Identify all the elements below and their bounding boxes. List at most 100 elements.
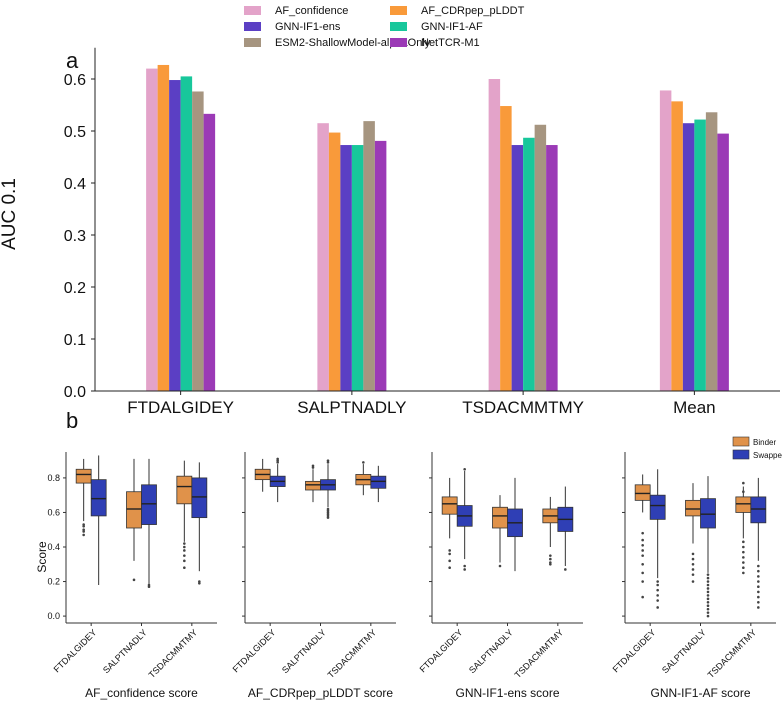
box-outlier-point: [82, 523, 85, 526]
subplot-xlabel: AF_confidence score: [85, 686, 198, 700]
box-outlier-point: [706, 600, 710, 604]
legend-swatch-esm2-shallowmodel-alphaonly: [244, 38, 261, 47]
y-tick-label: 0.4: [64, 176, 86, 193]
box-tsdacmmtmy-binder: [542, 496, 559, 566]
y-tick-label: 0.2: [64, 280, 86, 297]
box-salptnadly-swapped: [700, 476, 716, 618]
subplot-x-tick-label-salptnadly: SALPTNADLY: [280, 627, 328, 675]
box-outlier-point: [448, 559, 451, 563]
box-outlier-point: [656, 594, 659, 597]
box-outlier-point: [742, 571, 745, 575]
panel-a-bars: [146, 64, 729, 392]
bar-ftdalgidey-nettcr-m1: [203, 113, 216, 391]
box-tsdacmmtmy-swapped: [370, 465, 387, 503]
panel-a-ylabel: AUC 0.1: [0, 178, 20, 250]
box-outlier-point: [549, 554, 552, 557]
legend-swatch-gnn-if1-af: [390, 22, 407, 31]
panel-b-label: b: [66, 408, 78, 433]
box-subplot-af-confidence-score: 0.0 0.2 0.4 0.6 0.8 FTDALGIDEY SALPTNADLYTSDAC…: [47, 452, 217, 700]
box-outlier-point: [549, 557, 552, 561]
box-ftdalgidey-swapped: [456, 467, 473, 571]
box-outlier-point: [706, 604, 710, 608]
box-body: [735, 496, 752, 513]
bar-mean-nettcr-m1: [717, 133, 729, 391]
box-outlier-point: [183, 566, 186, 570]
box-outlier-point: [82, 533, 85, 537]
box-outlier-point: [448, 549, 451, 552]
box-body: [649, 494, 666, 520]
bar-salptnadly-nettcr-m1: [374, 140, 387, 391]
box-outlier-point: [362, 461, 365, 464]
box-salptnadly-binder: [305, 464, 321, 503]
box-outlier-point: [549, 561, 552, 564]
bar-ftdalgidey-af-confidence: [146, 68, 158, 391]
box-body: [305, 480, 321, 491]
subplot-x-tick-label-ftdalgidey: FTDALGIDEY: [231, 627, 278, 674]
subplot-x-tick-label-ftdalgidey: FTDALGIDEY: [418, 627, 465, 674]
bar-tsdacmmtmy-gnn-if1-af: [523, 137, 535, 391]
box-outlier-point: [757, 590, 760, 594]
legend-label-gnn-if1-af: GNN-IF1-AF: [421, 21, 483, 33]
box-outlier-point: [564, 568, 567, 571]
box-outlier-point: [132, 578, 136, 582]
box-outlier-point: [463, 467, 466, 471]
bar-mean-af-confidence: [659, 90, 672, 391]
box-outlier-point: [691, 552, 695, 556]
box-outlier-point: [276, 457, 279, 461]
box-outlier-point: [691, 562, 695, 566]
subplot-x-tick-label-tsdacmmtmy: TSDACMMTMY: [326, 627, 379, 680]
x-tick-label-mean: Mean: [673, 398, 716, 417]
box-outlier-point: [183, 559, 186, 563]
subplot-x-tick-label-ftdalgidey: FTDALGIDEY: [52, 627, 99, 674]
box-outlier-point: [641, 549, 644, 552]
subplot-y-tick-label: 0.4: [47, 542, 60, 552]
box-outlier-point: [757, 585, 760, 589]
box-tsdacmmtmy-swapped: [557, 486, 574, 571]
box-ftdalgidey-swapped: [269, 457, 286, 503]
box-outlier-point: [706, 583, 710, 587]
box-salptnadly-binder: [126, 458, 142, 582]
box-outlier-point: [706, 587, 710, 590]
box-outlier-point: [742, 545, 745, 549]
panel-a-label: a: [66, 48, 79, 73]
box-body: [90, 479, 107, 517]
subplot-xlabel: GNN-IF1-ens score: [455, 686, 559, 700]
subplot-x-tick-label-tsdacmmtmy: TSDACMMTMY: [513, 627, 566, 680]
box-outlier-point: [198, 580, 201, 583]
bar-tsdacmmtmy-af-cdrpep-plddt: [500, 106, 512, 391]
box-body: [126, 491, 142, 529]
box-outlier-point: [742, 566, 745, 570]
bar-ftdalgidey-esm2-shallowmodel-alphaonly: [192, 91, 204, 391]
panel-a-y-axis: 0.0 0.1 0.2 0.3 0.4 0.5 0.6: [64, 47, 96, 401]
legend-swatch-gnn-if1-ens: [244, 22, 261, 31]
box-outlier-point: [706, 597, 710, 601]
box-outlier-point: [448, 566, 451, 570]
box-body: [750, 496, 767, 524]
x-tick-label-salptnadly: SALPTNADLY: [297, 398, 406, 417]
bar-tsdacmmtmy-gnn-if1-ens: [511, 145, 524, 391]
bar-ftdalgidey-gnn-if1-ens: [169, 80, 181, 391]
box-outlier-point: [641, 538, 644, 542]
box-body: [700, 498, 716, 529]
y-tick-label: 0.1: [64, 332, 86, 349]
bar-ftdalgidey-gnn-if1-af: [180, 76, 193, 392]
box-outlier-point: [641, 543, 644, 547]
box-outlier-point: [656, 599, 659, 602]
box-outlier-point: [742, 490, 745, 494]
box-outlier-point: [326, 459, 330, 462]
subplot-x-tick-label-tsdacmmtmy: TSDACMMTMY: [706, 627, 759, 680]
legend-label-af-confidence: AF_confidence: [275, 5, 348, 17]
box-outlier-point: [448, 552, 451, 556]
panel-a-bar-chart: a AUC 0.1 AF_confidence AF_CDRpep_pLDDT GN…: [0, 5, 780, 417]
bar-mean-gnn-if1-af: [694, 119, 706, 391]
box-outlier-point: [742, 556, 745, 559]
box-outlier-point: [183, 554, 186, 557]
legend-label-af-cdrpep-plddt: AF_CDRpep_pLDDT: [421, 5, 525, 17]
box-tsdacmmtmy-binder: [176, 460, 193, 570]
box-outlier-point: [742, 550, 745, 554]
